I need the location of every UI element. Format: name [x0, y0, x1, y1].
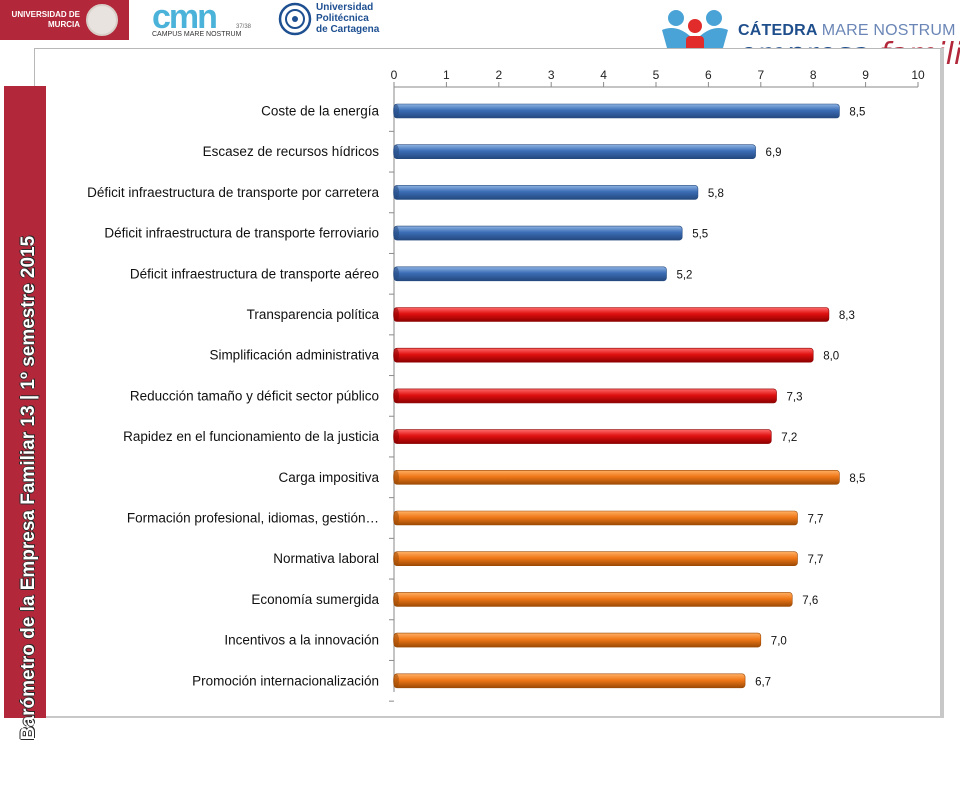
- bar-end-cap: [393, 592, 399, 607]
- bar-2: [393, 144, 756, 159]
- bar-4: [393, 225, 683, 241]
- mare-nostrum-word: MARE NOSTRUM: [821, 22, 956, 39]
- upct-logo-text: Universidad Politécnica de Cartagena: [316, 2, 380, 35]
- bar-12: [393, 551, 798, 567]
- value-label: 8,5: [849, 473, 865, 485]
- category-label: Formación profesional, idiomas, gestión…: [127, 511, 379, 526]
- bar-1: [393, 103, 840, 119]
- catedra-logo-line1: CÁTEDRA MARE NOSTRUM: [738, 22, 956, 40]
- um-logo-text: UNIVERSIDAD DE MURCIA: [11, 10, 80, 29]
- bar-end-cap: [393, 470, 399, 485]
- value-label: 7,0: [771, 636, 787, 648]
- x-tick-label: 0: [391, 68, 398, 82]
- bar-end-cap: [393, 673, 399, 688]
- bar-7: [393, 347, 814, 363]
- value-label: 7,3: [787, 391, 803, 403]
- category-label: Simplificación administrativa: [209, 348, 379, 363]
- bar-5: [393, 266, 667, 282]
- value-label: 7,7: [807, 514, 823, 526]
- chart-bars: [393, 103, 840, 689]
- category-label: Déficit infraestructura de transporte aé…: [130, 266, 379, 281]
- cmn-logo-letters: cmn: [152, 4, 216, 31]
- x-tick-label: 6: [705, 68, 712, 82]
- bar-end-cap: [393, 633, 399, 648]
- bar-end-cap: [393, 104, 399, 118]
- category-label: Coste de la energía: [261, 104, 379, 119]
- bar-end-cap: [393, 348, 399, 363]
- x-tick-label: 5: [653, 68, 660, 82]
- bar-8: [393, 388, 777, 404]
- bar-end-cap: [393, 307, 399, 322]
- category-label: Normativa laboral: [273, 551, 379, 566]
- upct-globe-icon: [278, 2, 312, 36]
- x-tick-label: 8: [810, 68, 817, 82]
- bar-6: [393, 307, 830, 322]
- value-label: 7,7: [807, 554, 823, 566]
- upct-logo: Universidad Politécnica de Cartagena: [278, 2, 388, 40]
- cmn-logo-mark-icon: cmn 37/38: [152, 0, 252, 36]
- value-label: 6,9: [766, 147, 782, 159]
- bar-9: [393, 429, 772, 444]
- x-tick-label: 4: [600, 68, 607, 82]
- catedra-word: CÁTEDRA: [738, 22, 818, 39]
- bar-end-cap: [393, 429, 399, 444]
- sidebar-banner: Barómetro de la Empresa Familiar 13 | 1º…: [4, 86, 46, 740]
- bar-3: [393, 185, 699, 200]
- bar-end-cap: [393, 266, 399, 281]
- um-seal-icon: [86, 4, 118, 36]
- value-label: 8,0: [823, 351, 839, 363]
- bar-14: [393, 632, 762, 648]
- bar-13: [393, 592, 793, 607]
- category-label: Déficit infraestructura de transporte po…: [87, 185, 379, 200]
- bar-end-cap: [393, 185, 399, 200]
- cmn-logo-number: 37/38: [236, 24, 252, 30]
- value-label: 7,2: [781, 432, 797, 444]
- value-label: 7,6: [802, 595, 818, 607]
- category-label: Carga impositiva: [278, 470, 379, 485]
- category-label: Transparencia política: [247, 307, 380, 322]
- value-label: 5,5: [692, 229, 708, 241]
- bar-end-cap: [393, 511, 399, 525]
- value-label: 8,3: [839, 310, 855, 322]
- category-label: Déficit infraestructura de transporte fe…: [104, 226, 379, 241]
- value-label: 5,2: [676, 269, 692, 281]
- bar-end-cap: [393, 388, 399, 403]
- university-of-murcia-logo: UNIVERSIDAD DE MURCIA: [0, 0, 129, 40]
- x-tick-label: 7: [757, 68, 764, 82]
- bar-end-cap: [393, 144, 399, 159]
- bar-end-cap: [393, 551, 399, 566]
- bar-11: [393, 510, 798, 526]
- cmn-logo-subtext: CAMPUS MARE NOSTRUM: [152, 31, 242, 38]
- campus-mare-nostrum-logo: cmn 37/38 CAMPUS MARE NOSTRUM: [152, 0, 254, 40]
- bar-15: [393, 673, 746, 689]
- x-tick-label: 9: [862, 68, 869, 82]
- value-label: 6,7: [755, 676, 771, 688]
- value-label: 5,8: [708, 188, 724, 200]
- bar-chart: 0 1 2 3 4 5 6 7 8 9 10 Coste de la energía 8,5 Escas…: [87, 68, 925, 702]
- x-tick-label: 10: [911, 68, 925, 82]
- bar-end-cap: [393, 226, 399, 241]
- category-label: Incentivos a la innovación: [224, 633, 379, 648]
- category-label: Promoción internacionalización: [192, 673, 379, 688]
- category-label: Economía sumergida: [251, 592, 379, 607]
- bar-10: [393, 469, 840, 485]
- category-label: Rapidez en el funcionamiento de la justi…: [123, 429, 379, 444]
- category-label: Reducción tamaño y déficit sector públic…: [130, 388, 379, 403]
- chart-labels: Coste de la energía 8,5 Escasez de recurso…: [87, 104, 865, 689]
- x-tick-label: 2: [495, 68, 502, 82]
- value-label: 8,5: [849, 107, 865, 119]
- category-label: Escasez de recursos hídricos: [203, 144, 380, 159]
- x-tick-label: 1: [443, 68, 450, 82]
- x-tick-label: 3: [548, 68, 555, 82]
